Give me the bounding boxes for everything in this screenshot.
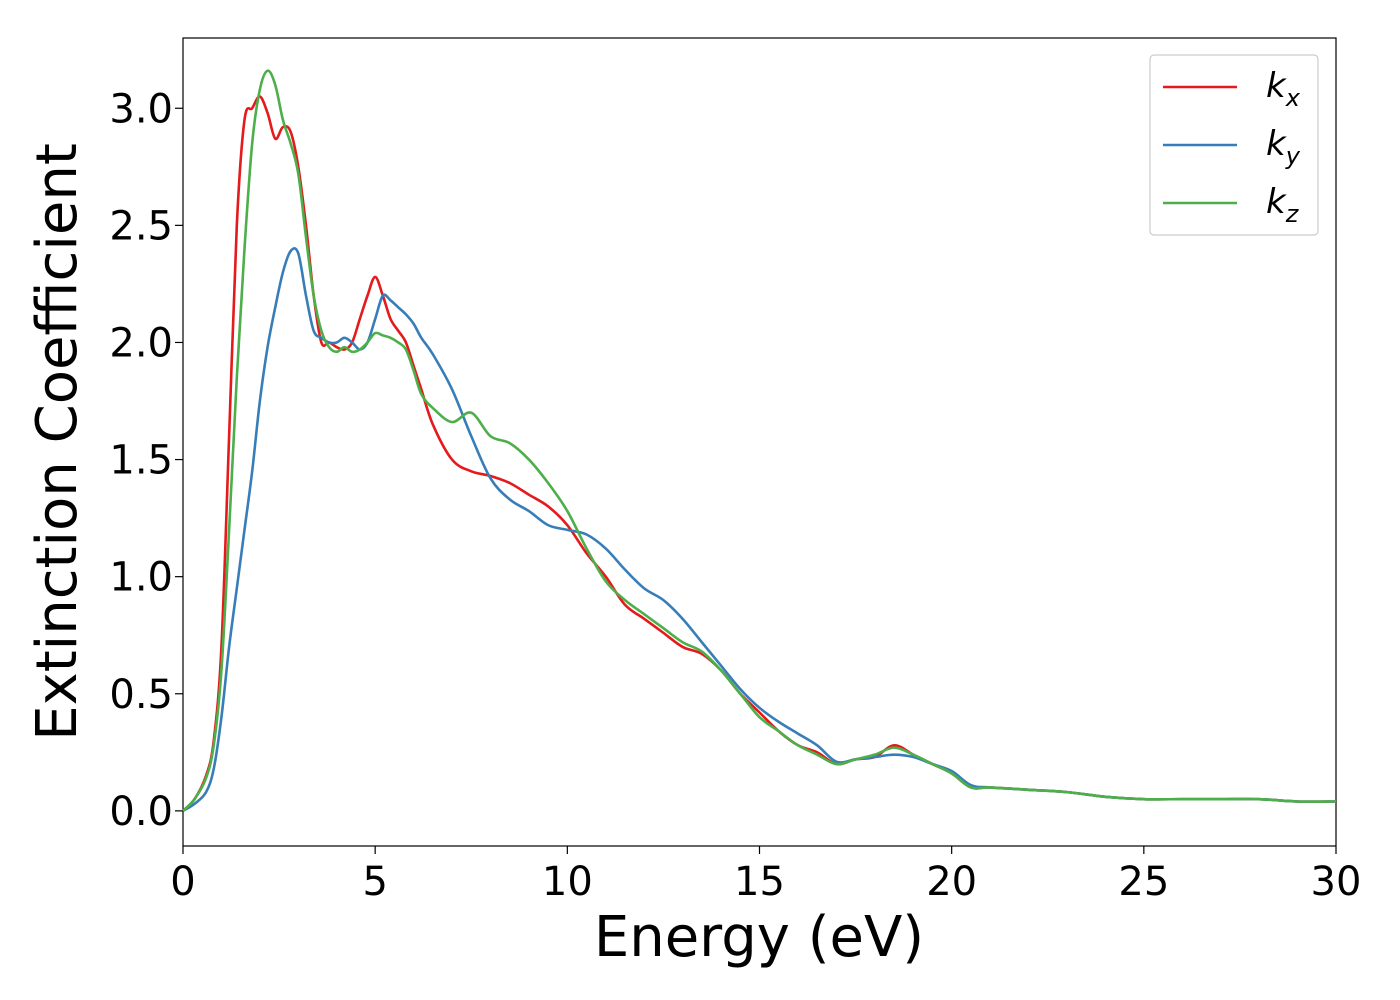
legend-label-kx: kx bbox=[1266, 66, 1301, 112]
x-tick-label: 5 bbox=[362, 859, 387, 905]
x-tick-label: 0 bbox=[170, 859, 195, 905]
legend-label-base: k bbox=[1266, 182, 1287, 222]
legend-label-base: k bbox=[1266, 66, 1287, 106]
y-tick-label: 0.0 bbox=[109, 789, 173, 835]
legend-label-ky: ky bbox=[1266, 124, 1301, 170]
x-tick-label: 10 bbox=[542, 859, 593, 905]
legend-label-subscript: y bbox=[1285, 142, 1301, 170]
x-tick-label: 30 bbox=[1311, 859, 1362, 905]
x-tick-label: 20 bbox=[926, 859, 977, 905]
x-axis-ticks: 0 5 10 15 20 25 30 bbox=[170, 846, 1361, 905]
legend-label-subscript: x bbox=[1285, 84, 1301, 112]
legend-label-kz: kz bbox=[1266, 182, 1300, 228]
legend-label-subscript: z bbox=[1285, 200, 1300, 228]
y-tick-label: 1.5 bbox=[109, 438, 173, 484]
y-axis-ticks: 0.0 0.5 1.0 1.5 2.0 2.5 3.0 bbox=[109, 86, 183, 835]
y-tick-label: 3.0 bbox=[109, 86, 173, 132]
series-line-kz bbox=[182, 69, 1337, 812]
series-lines bbox=[182, 69, 1337, 812]
x-tick-label: 25 bbox=[1118, 859, 1169, 905]
y-tick-label: 2.5 bbox=[109, 203, 173, 249]
x-tick-label: 15 bbox=[734, 859, 785, 905]
x-axis-label: Energy (eV) bbox=[594, 905, 924, 970]
y-axis-label: Extinction Coefficient bbox=[25, 143, 90, 741]
y-tick-label: 1.0 bbox=[109, 555, 173, 601]
y-tick-label: 2.0 bbox=[109, 320, 173, 366]
y-tick-label: 0.5 bbox=[109, 672, 173, 718]
legend-label-base: k bbox=[1266, 124, 1287, 164]
